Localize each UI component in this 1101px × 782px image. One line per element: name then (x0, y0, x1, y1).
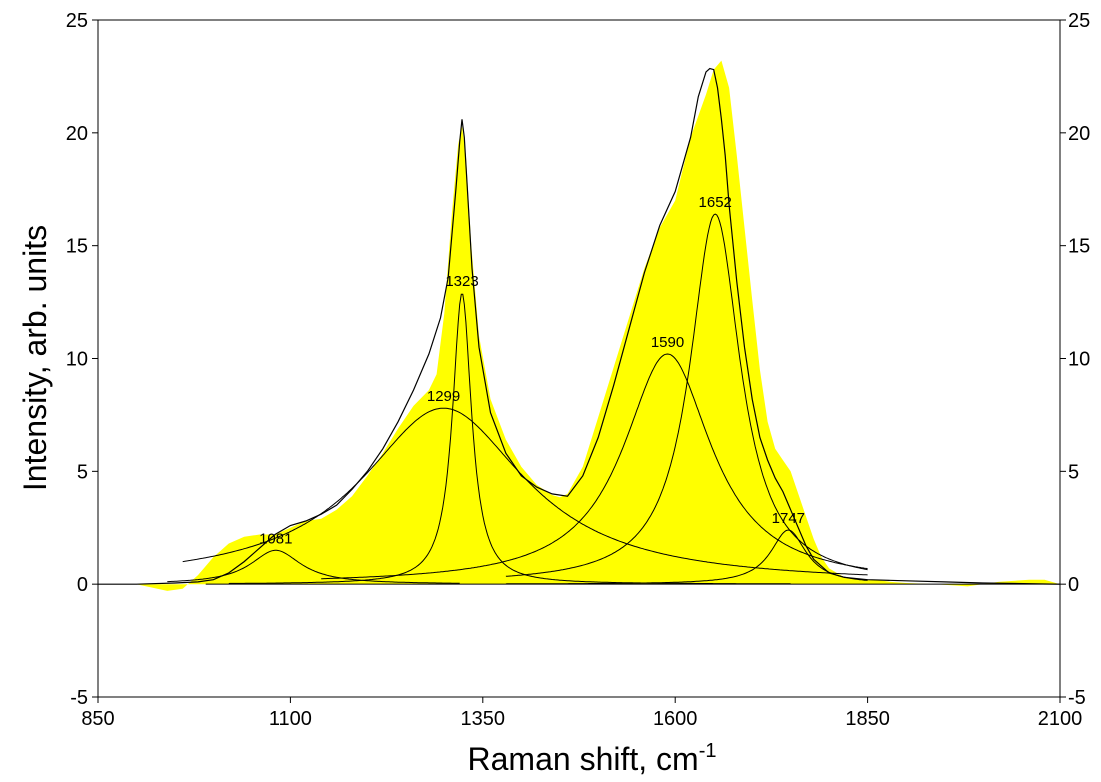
fit-envelope-line (98, 67, 1061, 585)
y-tick-label-right: 25 (1068, 10, 1090, 32)
component-peak-1323 (228, 293, 791, 585)
y-tick-label-left: 5 (77, 461, 88, 483)
component-peak-1081 (167, 549, 460, 584)
peak-label-1652: 1652 (699, 194, 732, 211)
peak-labels: 1081 1299 1323 1590 1652 1747 (259, 194, 805, 547)
x-axis: 850 1100 1350 1600 1850 2100 (81, 697, 1082, 730)
y-tick-label-right: -5 (1068, 687, 1086, 709)
y-tick-label-right: 5 (1068, 461, 1079, 483)
x-tick-label: 2100 (1038, 708, 1083, 730)
y-tick-label-left: 20 (66, 123, 88, 145)
x-tick-label: 1600 (653, 708, 698, 730)
peak-label-1747: 1747 (772, 510, 805, 527)
y-tick-label-left: 25 (66, 10, 88, 32)
x-tick-label: 1100 (269, 708, 312, 730)
plot-area: 1081 1299 1323 1590 1652 1747 (98, 60, 1061, 591)
y-tick-label-right: 0 (1068, 574, 1079, 596)
peak-label-1323: 1323 (445, 273, 478, 290)
y-tick-label-left: 0 (77, 574, 88, 596)
y-tick-label-right: 15 (1068, 236, 1090, 258)
y-axis-left: -5 0 5 10 15 20 25 (66, 10, 98, 709)
y-axis-title: Intensity, arb. units (17, 225, 53, 491)
y-tick-label-right: 10 (1068, 349, 1090, 371)
plot-frame (97, 19, 1061, 698)
y-tick-label-left: 10 (66, 349, 88, 371)
x-axis-title: Raman shift, cm-1 (468, 740, 717, 777)
x-tick-label: 1350 (461, 708, 506, 730)
y-tick-label-left: 15 (66, 236, 88, 258)
peak-label-1590: 1590 (651, 334, 684, 351)
component-peak-1590 (321, 353, 868, 580)
peak-label-1081: 1081 (259, 530, 292, 547)
y-tick-label-right: 20 (1068, 123, 1090, 145)
x-tick-label: 1850 (845, 708, 890, 730)
y-axis-right: -5 0 5 10 15 20 25 (1060, 10, 1090, 709)
y-tick-label-left: -5 (70, 687, 88, 709)
measured-spectrum-fill (98, 60, 1060, 591)
peak-label-1299: 1299 (427, 388, 460, 405)
x-tick-label: 850 (81, 708, 114, 730)
